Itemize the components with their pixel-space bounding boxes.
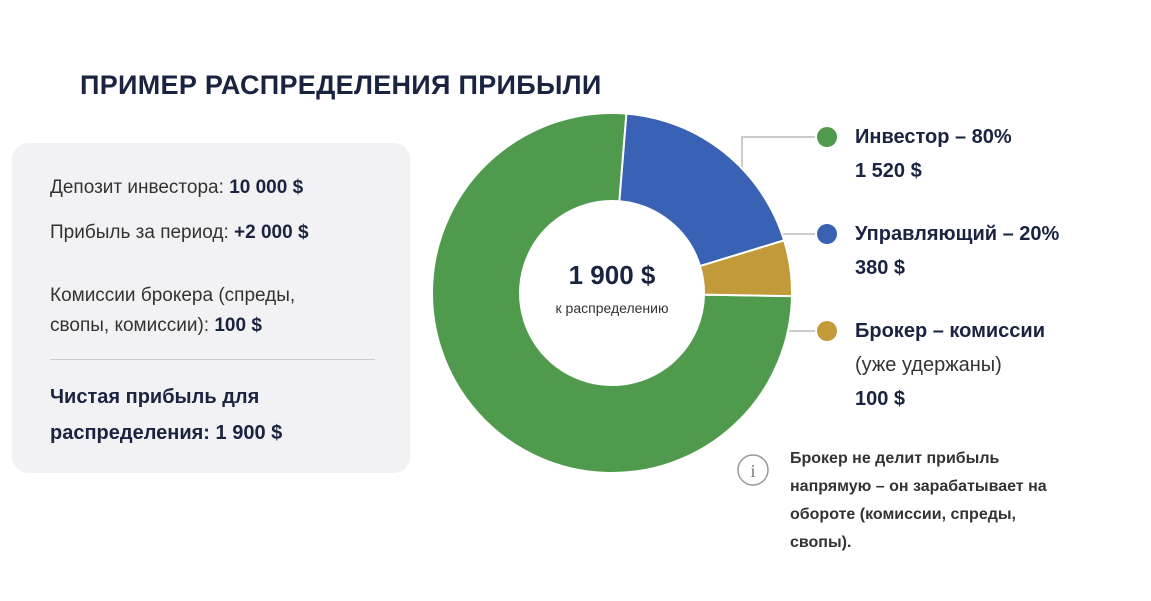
row-label: Депозит инвестора:: [50, 177, 224, 198]
total-label: Чистая прибыль для распределения:: [50, 386, 260, 444]
row-value: 100 $: [214, 315, 262, 336]
legend-dot: [817, 224, 837, 244]
row-value: 10 000 $: [229, 177, 304, 198]
donut-slice: [431, 112, 793, 474]
row: Депозит инвестора: 10 000 $: [50, 173, 303, 203]
legend-note: (уже удержаны): [855, 354, 1002, 376]
legend-entry: Брокер – комиссии (уже удержаны) 100 $: [855, 314, 1045, 416]
legend-entry: Инвестор – 80% 1 520 $: [855, 120, 1012, 188]
donut-slice: [618, 112, 786, 268]
legend-value: 100 $: [855, 388, 906, 410]
legend-label: Брокер – комиссии: [855, 320, 1046, 342]
legend-entry: Управляющий – 20% 380 $: [855, 217, 1059, 285]
legend-label: Инвестор – 80%: [855, 126, 1012, 148]
center-value: 1 900 $: [568, 260, 656, 290]
row-value: +2 000 $: [234, 222, 309, 243]
info-note: Брокер не делит прибыль напрямую – он за…: [790, 450, 1047, 551]
legend-dot: [817, 321, 837, 341]
legend-dot: [817, 127, 837, 147]
title: ПРИМЕР РАСПРЕДЕЛЕНИЯ ПРИБЫЛИ: [80, 70, 602, 100]
info-icon-glyph: i: [750, 461, 755, 481]
row-label: Прибыль за период:: [50, 222, 229, 243]
donut-slice: [698, 239, 793, 298]
row-label: Комиссии брокера (спреды, свопы, комисси…: [50, 285, 296, 336]
divider: [50, 359, 375, 360]
row: Комиссии брокера (спреды, свопы, комисси…: [50, 281, 350, 341]
legend-label: Управляющий – 20%: [855, 223, 1060, 245]
legend-value: 1 520 $: [855, 160, 922, 182]
total: Чистая прибыль для распределения: 1 900 …: [50, 379, 370, 451]
center-label: к распределению: [555, 300, 669, 316]
info-icon: [737, 454, 769, 486]
row: Прибыль за период: +2 000 $: [50, 218, 309, 248]
legend-value: 380 $: [855, 257, 906, 279]
total-value: 1 900 $: [215, 422, 283, 444]
summary-panel: Депозит инвестора: 10 000 $ Прибыль за п…: [12, 143, 410, 473]
